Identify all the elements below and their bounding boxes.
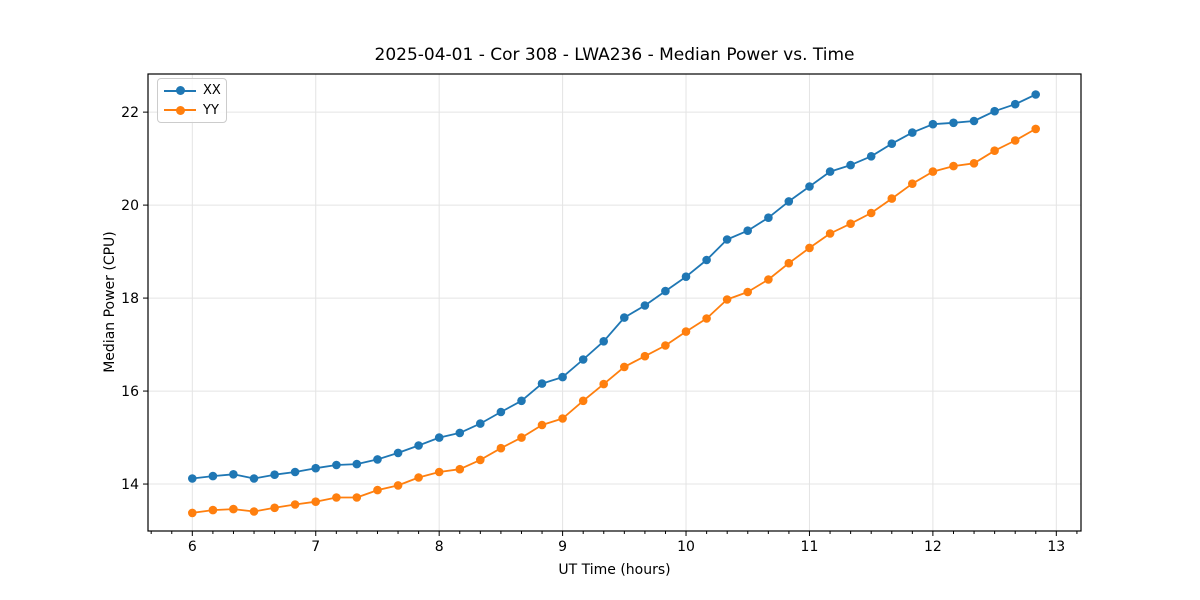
svg-text:13: 13	[1047, 539, 1065, 555]
y-axis-label: Median Power (CPU)	[102, 231, 118, 373]
svg-text:18: 18	[121, 291, 139, 307]
line-marker-icon	[164, 105, 196, 115]
svg-text:7: 7	[311, 539, 320, 555]
svg-text:20: 20	[121, 198, 139, 214]
line-marker-icon	[164, 86, 196, 96]
legend-entry-xx: XX	[164, 83, 221, 99]
legend-label: YY	[203, 102, 219, 118]
svg-text:16: 16	[121, 384, 139, 400]
svg-text:22: 22	[121, 105, 139, 121]
legend-entry-yy: YY	[164, 104, 220, 117]
x-axis-label: UT Time (hours)	[558, 562, 671, 578]
legend: XX YY	[157, 78, 227, 123]
legend-label: XX	[203, 83, 221, 99]
svg-text:14: 14	[121, 477, 139, 493]
svg-text:11: 11	[801, 539, 819, 555]
chart-title: 2025-04-01 - Cor 308 - LWA236 - Median P…	[374, 45, 855, 65]
svg-text:12: 12	[924, 539, 942, 555]
svg-text:8: 8	[435, 539, 444, 555]
svg-text:10: 10	[677, 539, 695, 555]
svg-text:9: 9	[558, 539, 567, 555]
svg-text:6: 6	[188, 539, 197, 555]
